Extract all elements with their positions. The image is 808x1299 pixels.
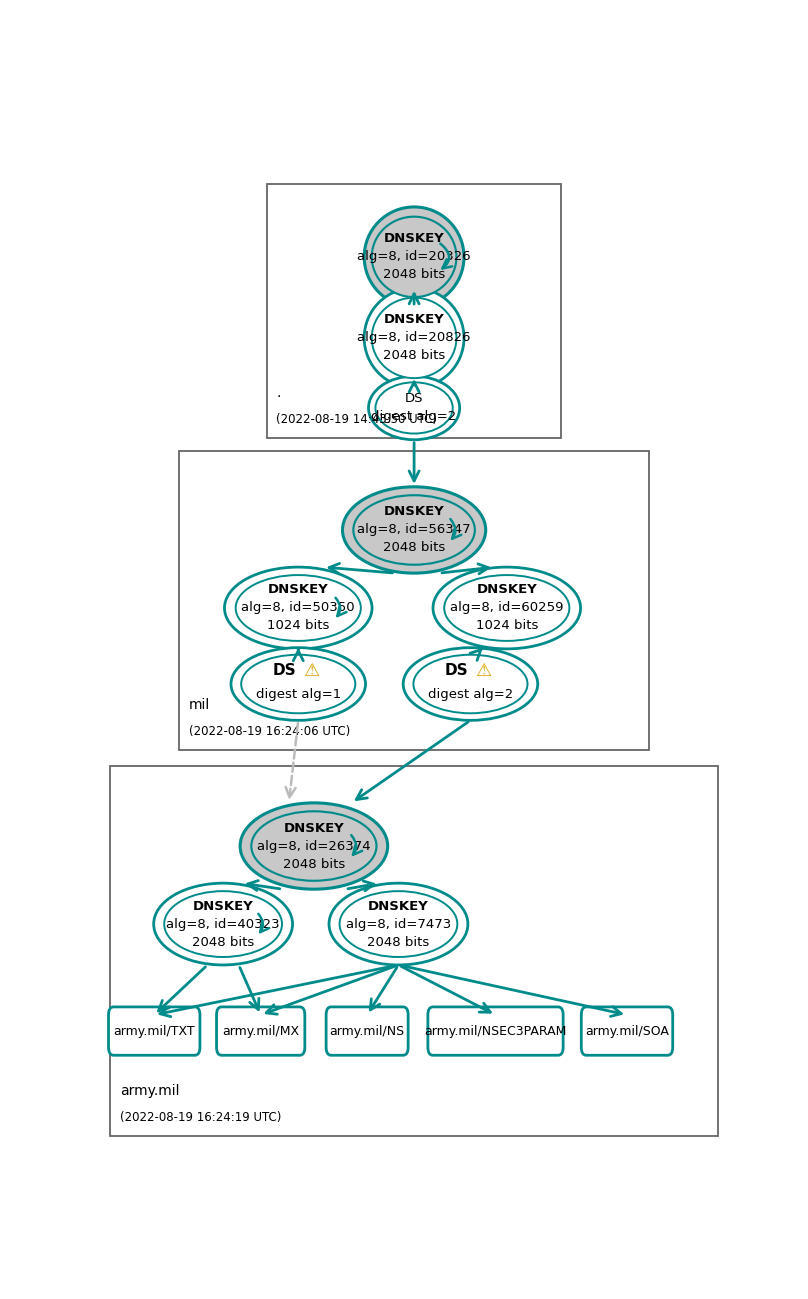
Text: DNSKEY: DNSKEY (368, 899, 429, 913)
Text: 2048 bits: 2048 bits (283, 857, 345, 870)
FancyBboxPatch shape (267, 184, 562, 438)
Text: army.mil/MX: army.mil/MX (222, 1025, 299, 1038)
Text: DNSKEY: DNSKEY (384, 313, 444, 326)
Ellipse shape (251, 812, 377, 881)
Text: 2048 bits: 2048 bits (192, 935, 255, 948)
Text: DNSKEY: DNSKEY (384, 233, 444, 246)
Text: alg=8, id=40323: alg=8, id=40323 (166, 917, 280, 930)
Ellipse shape (240, 803, 388, 890)
Text: (2022-08-19 16:24:19 UTC): (2022-08-19 16:24:19 UTC) (120, 1111, 281, 1124)
Ellipse shape (376, 382, 452, 434)
Text: digest alg=2: digest alg=2 (372, 410, 457, 423)
Text: 2048 bits: 2048 bits (383, 349, 445, 362)
Ellipse shape (339, 891, 457, 957)
Ellipse shape (164, 891, 282, 957)
Ellipse shape (414, 655, 528, 713)
Text: 2048 bits: 2048 bits (368, 935, 430, 948)
Text: digest alg=2: digest alg=2 (427, 687, 513, 700)
Text: mil: mil (189, 698, 210, 712)
Ellipse shape (225, 568, 372, 650)
Text: 2048 bits: 2048 bits (383, 542, 445, 555)
Text: alg=8, id=50350: alg=8, id=50350 (242, 601, 355, 614)
FancyBboxPatch shape (179, 451, 649, 750)
Ellipse shape (343, 487, 486, 573)
Ellipse shape (444, 575, 570, 640)
Ellipse shape (353, 495, 475, 565)
Text: 1024 bits: 1024 bits (476, 620, 538, 633)
Ellipse shape (329, 883, 468, 965)
Text: alg=8, id=26374: alg=8, id=26374 (257, 839, 371, 852)
FancyBboxPatch shape (581, 1007, 673, 1055)
Ellipse shape (368, 377, 460, 440)
Text: 1024 bits: 1024 bits (267, 620, 330, 633)
Ellipse shape (433, 568, 581, 650)
Text: ⚠: ⚠ (475, 662, 491, 679)
Ellipse shape (364, 288, 464, 388)
Text: army.mil/NSEC3PARAM: army.mil/NSEC3PARAM (424, 1025, 566, 1038)
Text: army.mil/SOA: army.mil/SOA (585, 1025, 669, 1038)
Text: alg=8, id=7473: alg=8, id=7473 (346, 917, 451, 930)
Text: DS: DS (405, 392, 423, 405)
Text: (2022-08-19 14:43:50 UTC): (2022-08-19 14:43:50 UTC) (276, 413, 437, 426)
Text: alg=8, id=20826: alg=8, id=20826 (357, 331, 471, 344)
Ellipse shape (372, 217, 457, 297)
Ellipse shape (372, 297, 457, 378)
FancyBboxPatch shape (111, 766, 718, 1137)
FancyBboxPatch shape (326, 1007, 408, 1055)
Text: army.mil/TXT: army.mil/TXT (113, 1025, 195, 1038)
Text: ⚠: ⚠ (303, 662, 319, 679)
Text: army.mil: army.mil (120, 1085, 179, 1098)
Text: 2048 bits: 2048 bits (383, 269, 445, 282)
Text: .: . (276, 386, 280, 400)
Text: (2022-08-19 16:24:06 UTC): (2022-08-19 16:24:06 UTC) (189, 725, 350, 738)
Text: DNSKEY: DNSKEY (193, 899, 254, 913)
Text: alg=8, id=56347: alg=8, id=56347 (357, 523, 471, 536)
FancyBboxPatch shape (108, 1007, 200, 1055)
Text: alg=8, id=60259: alg=8, id=60259 (450, 601, 563, 614)
Text: army.mil/NS: army.mil/NS (330, 1025, 405, 1038)
Ellipse shape (403, 648, 538, 721)
Ellipse shape (231, 648, 365, 721)
Text: digest alg=1: digest alg=1 (255, 687, 341, 700)
Ellipse shape (364, 207, 464, 307)
Text: DS: DS (445, 664, 469, 678)
FancyBboxPatch shape (217, 1007, 305, 1055)
Text: alg=8, id=20326: alg=8, id=20326 (357, 251, 471, 264)
Text: DNSKEY: DNSKEY (284, 821, 344, 834)
Ellipse shape (236, 575, 361, 640)
FancyBboxPatch shape (428, 1007, 563, 1055)
Text: DNSKEY: DNSKEY (477, 583, 537, 596)
Text: DS: DS (272, 664, 297, 678)
Text: DNSKEY: DNSKEY (384, 505, 444, 518)
Ellipse shape (242, 655, 356, 713)
Text: DNSKEY: DNSKEY (268, 583, 329, 596)
Ellipse shape (154, 883, 292, 965)
